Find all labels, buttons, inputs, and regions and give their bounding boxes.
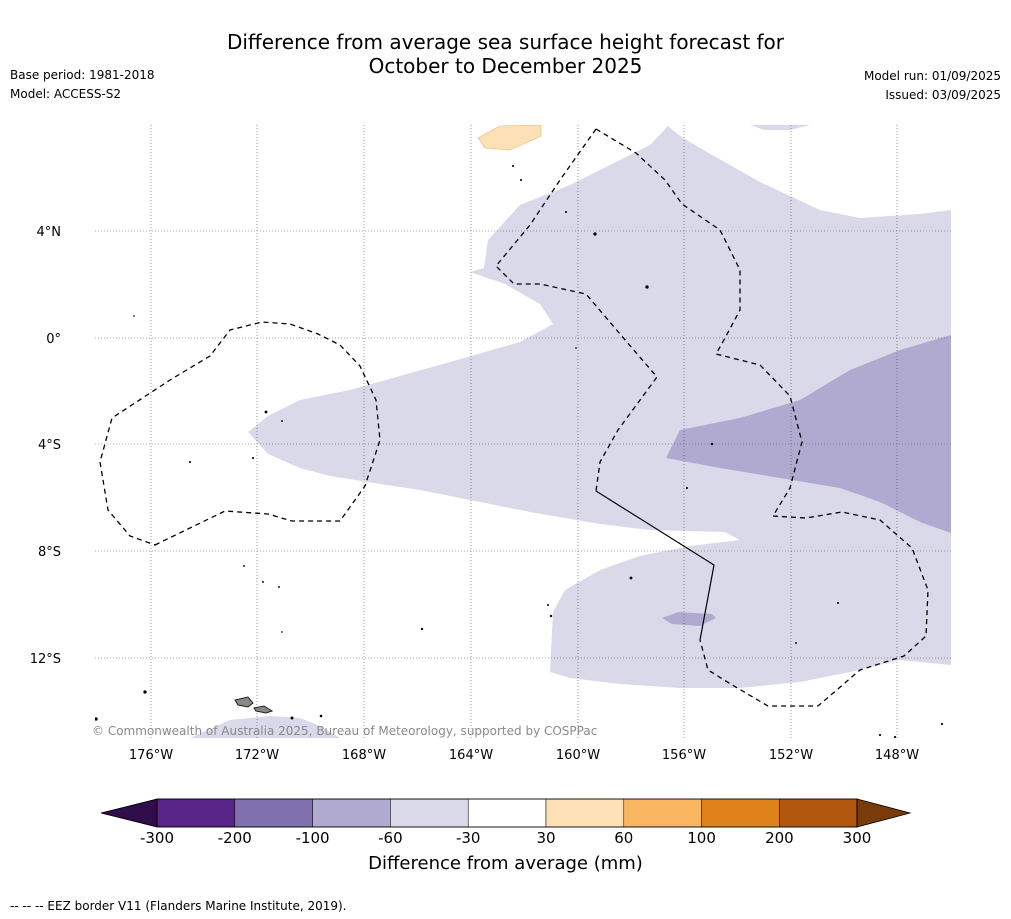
lat-label-12s: 12°S — [30, 652, 61, 667]
model-run: Model run: 01/09/2025 — [863, 69, 1001, 83]
colorbar-bin-5 — [467, 798, 547, 828]
eez-border-tokelau — [99, 321, 381, 546]
colorbar-title: Difference from average (mm) — [368, 853, 643, 874]
islands — [95, 164, 944, 738]
anomaly-region-medium — [666, 335, 951, 533]
boundary-solid — [595, 490, 715, 641]
lat-label-0: 0° — [46, 332, 61, 347]
anomaly-region-light — [248, 126, 951, 688]
lat-label-8s: 8°S — [38, 545, 61, 560]
meta-left: Base period: 1981-2018 Model: ACCESS-S2 — [10, 66, 155, 104]
lat-label-4s: 4°S — [38, 438, 61, 453]
colorbar-tick-4: -60 — [378, 829, 403, 847]
map-title: Difference from average sea surface heig… — [0, 30, 1011, 78]
colorbar-bin-8 — [701, 798, 780, 828]
lon-label-148w: 148°W — [875, 748, 919, 763]
colorbar-tick-3: -100 — [295, 829, 330, 847]
lon-label-152w: 152°W — [769, 748, 813, 763]
eez-border-line-south — [699, 511, 929, 707]
colorbar-tick-2: -200 — [217, 829, 252, 847]
colorbar-bin-6 — [545, 798, 625, 828]
eez-border-phoenix — [595, 128, 803, 517]
colorbar-tick-8: 100 — [687, 829, 716, 847]
colorbar-frame — [156, 798, 858, 828]
anomaly-region-light-top — [750, 125, 810, 130]
lon-labels: 176°W 172°W 168°W 164°W 160°W 156°W 152°… — [129, 748, 919, 763]
eez-border-phoenix-west — [495, 128, 658, 492]
colorbar-tick-10: 300 — [842, 829, 872, 847]
title-line-2: October to December 2025 — [368, 54, 643, 78]
lon-label-156w: 156°W — [662, 748, 706, 763]
colorbar-extend-high — [856, 798, 912, 828]
lon-label-160w: 160°W — [556, 748, 600, 763]
colorbar-bin-4 — [390, 798, 469, 828]
base-period: Base period: 1981-2018 — [10, 68, 155, 82]
colorbar-extend-low — [100, 798, 158, 828]
title-line-1: Difference from average sea surface heig… — [226, 30, 785, 54]
colorbar-bin-1 — [156, 798, 236, 828]
eez-borders — [99, 128, 929, 707]
colorbar-tick-9: 200 — [765, 829, 794, 847]
anomaly-region-medium-small — [662, 612, 716, 626]
copyright-notice: © Commonwealth of Australia 2025, Bureau… — [92, 724, 598, 738]
lon-label-168w: 168°W — [342, 748, 386, 763]
colorbar-bin-2 — [234, 798, 313, 828]
island-savaii — [253, 705, 274, 714]
anomaly-region-light-south — [190, 716, 340, 738]
model-name: Model: ACCESS-S2 — [10, 87, 122, 101]
colorbar — [100, 798, 912, 828]
anomaly-region-positive — [477, 125, 542, 151]
meta-right: Model run: 01/09/2025 Issued: 03/09/2025 — [864, 67, 1001, 105]
lon-label-176w: 176°W — [129, 748, 173, 763]
map-area — [95, 125, 951, 738]
island-upolu — [234, 696, 254, 708]
colorbar-bin-7 — [623, 798, 702, 828]
gridlines — [95, 125, 951, 738]
colorbar-tick-6: 30 — [536, 829, 556, 847]
lon-label-164w: 164°W — [449, 748, 493, 763]
colorbar-tick-1: -300 — [139, 829, 175, 847]
lat-label-4n: 4°N — [37, 225, 62, 240]
colorbar-tick-7: 60 — [614, 829, 634, 847]
lat-labels: 4°N 0° 4°S 8°S 12°S — [30, 225, 61, 667]
eez-footnote: -- -- -- EEZ border V11 (Flanders Marine… — [10, 899, 347, 913]
lon-label-172w: 172°W — [235, 748, 279, 763]
issued-date: Issued: 03/09/2025 — [885, 88, 1001, 102]
colorbar-tick-5: -30 — [455, 829, 481, 847]
colorbar-bin-3 — [312, 798, 391, 828]
colorbar-bin-9 — [779, 798, 858, 828]
